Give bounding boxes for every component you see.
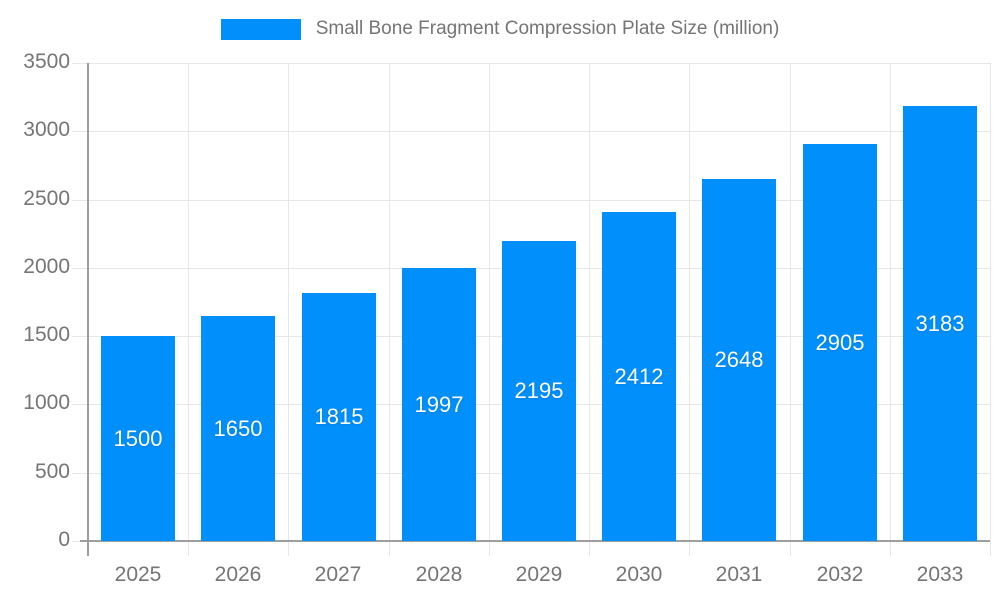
bar-value-label: 2905 (815, 329, 865, 355)
v-gridline (689, 63, 690, 556)
v-gridline (489, 63, 490, 556)
bar-value-label: 3183 (915, 310, 965, 336)
y-axis-label: 2500 (23, 187, 70, 210)
y-axis-label: 1500 (23, 323, 70, 346)
v-gridline (389, 63, 390, 556)
bar[interactable]: 2195 (502, 241, 576, 541)
x-axis-label: 2033 (916, 563, 964, 586)
h-gridline (72, 200, 990, 201)
bar-value-label: 2412 (614, 363, 664, 389)
y-axis-label: 0 (58, 528, 70, 551)
bar[interactable]: 2412 (602, 212, 676, 541)
y-axis-label: 3500 (23, 50, 70, 73)
h-gridline (72, 63, 990, 64)
bar[interactable]: 2648 (702, 179, 776, 541)
bar[interactable]: 2905 (803, 144, 877, 541)
bar-value-label: 2195 (514, 378, 564, 403)
x-axis-label: 2032 (816, 563, 864, 586)
x-axis-label: 2030 (615, 563, 663, 586)
x-axis-label: 2025 (114, 563, 162, 586)
x-axis-line (80, 540, 990, 542)
bar[interactable]: 1815 (302, 293, 376, 541)
y-axis-line (87, 63, 89, 556)
v-gridline (790, 63, 791, 556)
y-axis-label: 3000 (23, 118, 70, 141)
x-axis-label: 2028 (415, 563, 463, 586)
legend-label: Small Bone Fragment Compression Plate Si… (315, 18, 780, 39)
x-axis-label: 2029 (515, 563, 563, 586)
v-gridline (589, 63, 590, 556)
v-gridline (890, 63, 891, 556)
v-gridline (188, 63, 189, 556)
legend-swatch (220, 18, 301, 40)
v-gridline (288, 63, 289, 556)
v-gridline (990, 63, 991, 556)
legend-item[interactable]: Small Bone Fragment Compression Plate Si… (220, 18, 780, 40)
bar[interactable]: 1500 (101, 336, 175, 541)
y-axis-label: 2000 (23, 255, 70, 278)
bar-value-label: 1500 (113, 425, 163, 451)
h-gridline (72, 131, 990, 132)
y-axis-label: 500 (34, 460, 70, 483)
bar-value-label: 2648 (714, 347, 764, 372)
x-axis-label: 2027 (314, 563, 362, 586)
bar-value-label: 1815 (314, 404, 364, 429)
x-axis-label: 2031 (715, 563, 763, 586)
bar-value-label: 1650 (213, 415, 263, 441)
bar[interactable]: 3183 (903, 106, 977, 541)
legend: Small Bone Fragment Compression Plate Si… (0, 18, 1000, 40)
bar[interactable]: 1997 (402, 268, 476, 541)
x-axis-label: 2026 (214, 563, 262, 586)
bar[interactable]: 1650 (201, 316, 275, 541)
bar-value-label: 1997 (414, 391, 464, 417)
y-axis-label: 1000 (23, 391, 70, 414)
